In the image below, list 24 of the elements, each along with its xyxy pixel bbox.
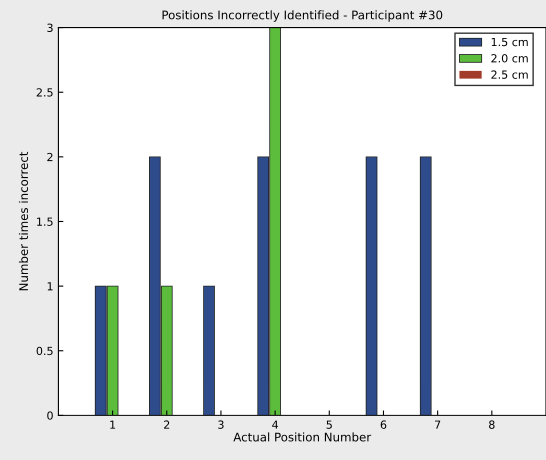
x-tick-label: 8: [489, 420, 495, 429]
legend-label: 2.5 cm: [491, 70, 528, 79]
y-tick-label: 2: [47, 152, 52, 162]
x-tick-label: 7: [435, 420, 440, 429]
legend-label: 2.0 cm: [491, 54, 528, 63]
legend-label: 1.5 cm: [492, 38, 528, 46]
y-axis-title: Number times incorrect: [18, 152, 28, 290]
y-tick-label: 3: [47, 24, 53, 32]
bar: [203, 286, 215, 416]
x-tick-label: 3: [218, 420, 224, 429]
y-tick-label: 2.5: [36, 88, 53, 97]
x-tick-label: 5: [326, 420, 332, 429]
y-tick-label: 1: [48, 282, 53, 290]
x-tick-label: 2: [164, 420, 170, 429]
y-tick-label: 0.5: [36, 346, 53, 356]
x-axis-title: Actual Position Number: [233, 432, 372, 442]
bar: [420, 156, 432, 416]
x-tick-label: 6: [380, 420, 386, 429]
y-tick-label: 1.5: [37, 218, 53, 226]
bar: [366, 156, 378, 416]
x-tick-label: 4: [272, 420, 278, 429]
y-tick-label: 0: [47, 411, 53, 420]
chart-title: Positions Incorrectly Identified - Participant #30: [162, 10, 442, 22]
x-tick-label: 1: [110, 420, 116, 429]
